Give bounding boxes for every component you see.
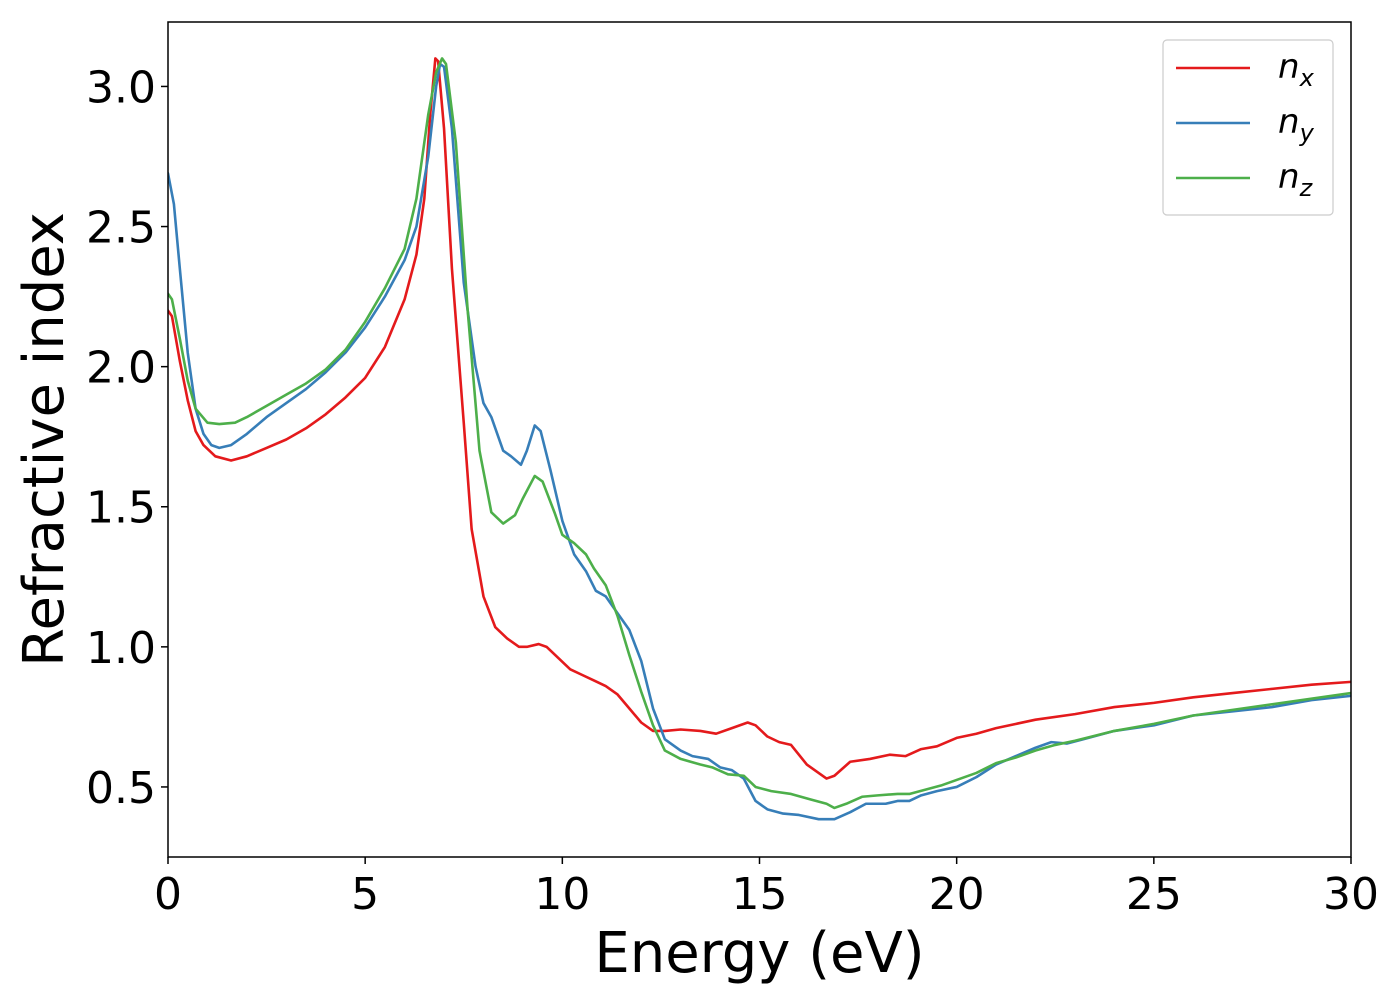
legend: nx ny nz: [1162, 39, 1334, 216]
legend-label-n-y: ny: [1278, 102, 1315, 147]
y-tick-label: 2.0: [86, 343, 156, 394]
series-line-n-y: [168, 62, 1351, 821]
legend-label-n-z: nz: [1278, 157, 1314, 202]
x-tick-label: 5: [351, 869, 379, 920]
y-tick-label: 3.0: [86, 62, 156, 113]
x-tick-label: 15: [732, 869, 788, 920]
y-tick-label: 2.5: [86, 203, 156, 254]
x-axis-label: Energy (eV): [594, 921, 924, 986]
y-axis-label: Refractive index: [12, 212, 77, 667]
series-layer: [168, 57, 1351, 821]
y-axis: 0.5 1.0 1.5 2.0 2.5 3.0: [86, 62, 168, 814]
x-tick-label: 30: [1323, 869, 1379, 920]
legend-label-n-x: nx: [1278, 47, 1315, 92]
y-tick-label: 1.5: [86, 483, 156, 534]
y-tick-label: 1.0: [86, 623, 156, 674]
legend-box: [1162, 39, 1334, 216]
x-tick-label: 25: [1126, 869, 1182, 920]
x-tick-label: 0: [154, 869, 182, 920]
x-tick-label: 10: [534, 869, 590, 920]
series-line-n-z: [168, 57, 1351, 810]
y-tick-label: 0.5: [86, 763, 156, 814]
x-tick-label: 20: [929, 869, 985, 920]
series-line-n-x: [168, 57, 1351, 780]
x-axis: 0 5 10 15 20 25 30: [154, 857, 1379, 920]
